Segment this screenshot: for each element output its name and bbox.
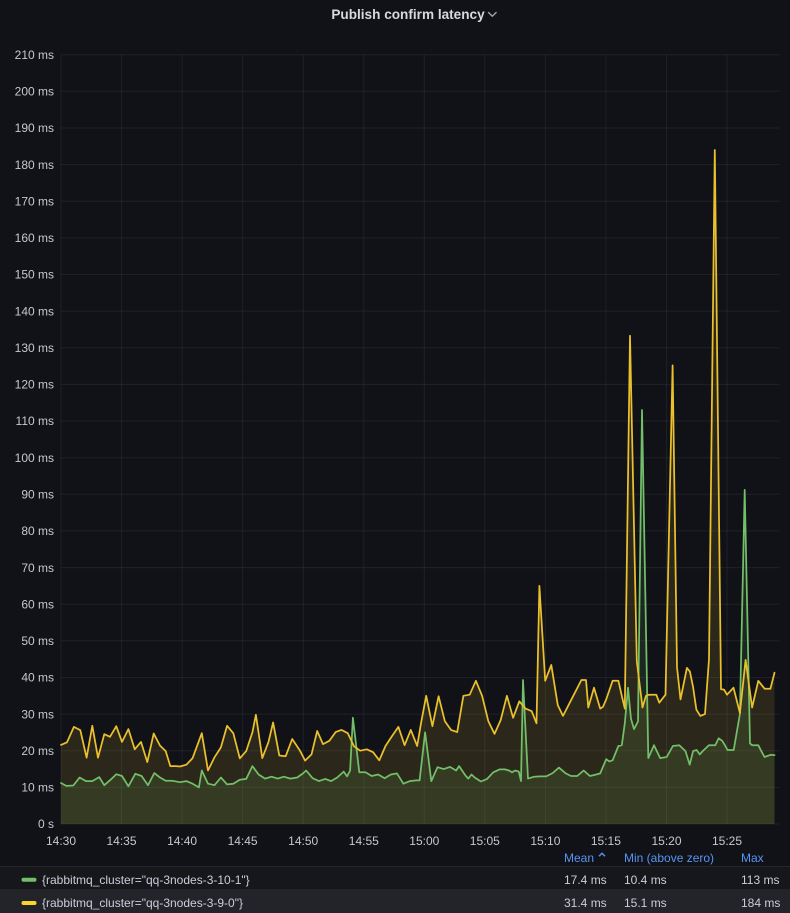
svg-text:17.4 ms: 17.4 ms	[564, 873, 607, 887]
svg-text:{rabbitmq_cluster="qq-3nodes-3: {rabbitmq_cluster="qq-3nodes-3-10-1"}	[42, 873, 250, 887]
svg-text:180 ms: 180 ms	[15, 158, 54, 172]
svg-text:90 ms: 90 ms	[21, 488, 54, 502]
svg-text:14:50: 14:50	[288, 834, 318, 848]
svg-text:184 ms: 184 ms	[741, 896, 780, 910]
svg-text:210 ms: 210 ms	[15, 48, 54, 62]
svg-text:Publish confirm latency: Publish confirm latency	[331, 7, 485, 22]
svg-text:14:55: 14:55	[349, 834, 379, 848]
svg-text:Max: Max	[741, 851, 764, 865]
svg-text:Min (above zero): Min (above zero)	[624, 851, 714, 865]
svg-text:50 ms: 50 ms	[21, 634, 54, 648]
svg-text:14:45: 14:45	[228, 834, 258, 848]
svg-text:15:00: 15:00	[409, 834, 439, 848]
svg-text:100 ms: 100 ms	[15, 451, 54, 465]
svg-text:10 ms: 10 ms	[21, 781, 54, 795]
svg-text:0 s: 0 s	[38, 817, 54, 831]
svg-text:200 ms: 200 ms	[15, 85, 54, 99]
svg-text:60 ms: 60 ms	[21, 597, 54, 611]
svg-text:15:20: 15:20	[651, 834, 681, 848]
svg-text:14:40: 14:40	[167, 834, 197, 848]
svg-text:15:15: 15:15	[591, 834, 621, 848]
svg-text:140 ms: 140 ms	[15, 304, 54, 318]
svg-text:14:35: 14:35	[106, 834, 136, 848]
svg-text:120 ms: 120 ms	[15, 378, 54, 392]
svg-text:31.4 ms: 31.4 ms	[564, 896, 607, 910]
svg-text:Mean: Mean	[564, 851, 594, 865]
svg-text:14:30: 14:30	[46, 834, 76, 848]
svg-text:15:05: 15:05	[470, 834, 500, 848]
svg-text:80 ms: 80 ms	[21, 524, 54, 538]
svg-text:15.1 ms: 15.1 ms	[624, 896, 667, 910]
svg-text:110 ms: 110 ms	[16, 414, 54, 428]
svg-text:15:25: 15:25	[712, 834, 742, 848]
svg-text:40 ms: 40 ms	[21, 671, 54, 685]
svg-text:{rabbitmq_cluster="qq-3nodes-3: {rabbitmq_cluster="qq-3nodes-3-9-0"}	[42, 896, 243, 910]
svg-text:20 ms: 20 ms	[21, 744, 54, 758]
svg-text:170 ms: 170 ms	[15, 194, 54, 208]
svg-text:113 ms: 113 ms	[741, 873, 779, 887]
svg-text:190 ms: 190 ms	[15, 121, 54, 135]
svg-text:130 ms: 130 ms	[15, 341, 54, 355]
svg-text:10.4 ms: 10.4 ms	[624, 873, 667, 887]
svg-text:30 ms: 30 ms	[21, 707, 54, 721]
svg-text:160 ms: 160 ms	[15, 231, 54, 245]
svg-text:15:10: 15:10	[530, 834, 560, 848]
svg-text:70 ms: 70 ms	[21, 561, 54, 575]
svg-text:150 ms: 150 ms	[15, 268, 54, 282]
